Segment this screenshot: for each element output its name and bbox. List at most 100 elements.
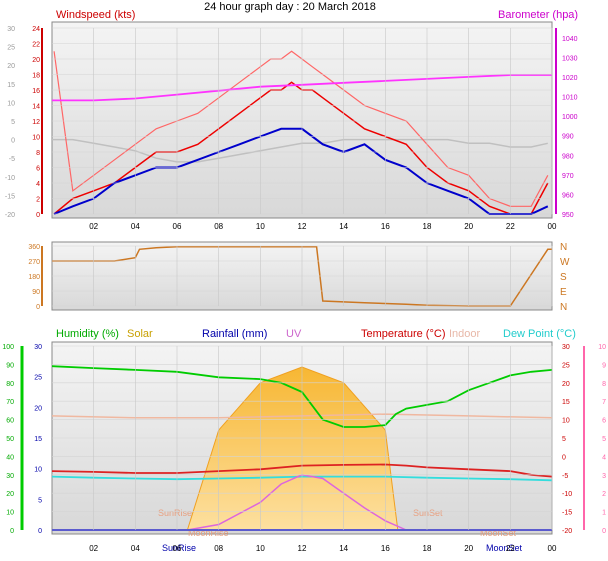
y-tick-label-temp: 10 bbox=[562, 418, 570, 425]
y-tick-label-kts: 6 bbox=[36, 166, 40, 173]
uv-legend: UV bbox=[286, 328, 302, 340]
y-tick-label-kts: 22 bbox=[32, 42, 40, 49]
x-tick-label: 14 bbox=[339, 222, 348, 231]
moonset-axis-label: MoonSet bbox=[486, 543, 523, 553]
y-tick-label-temp: 0 bbox=[11, 138, 15, 145]
y-tick-label-temp: 5 bbox=[11, 119, 15, 126]
y-tick-label-rain: 30 bbox=[34, 344, 42, 351]
y-tick-label-baro: 980 bbox=[562, 153, 574, 160]
y-tick-label-direction: 180 bbox=[28, 274, 40, 281]
y-tick-label-temp: -20 bbox=[562, 528, 572, 535]
x-tick-label: 12 bbox=[298, 222, 307, 231]
indoor-legend: Indoor bbox=[449, 328, 481, 340]
x-tick-label: 22 bbox=[506, 222, 515, 231]
y-tick-label-humidity: 10 bbox=[6, 510, 14, 517]
y-tick-label-kts: 8 bbox=[36, 150, 40, 157]
x-tick-label: 16 bbox=[381, 544, 390, 553]
y-tick-label-kts: 12 bbox=[32, 119, 40, 126]
y-tick-label-humidity: 90 bbox=[6, 362, 14, 369]
humidity-legend: Humidity (%) bbox=[56, 328, 119, 340]
y-tick-label-temp: -10 bbox=[5, 175, 15, 182]
y-tick-label-humidity: 80 bbox=[6, 381, 14, 388]
windspeed-legend: Windspeed (kts) bbox=[56, 9, 135, 21]
y-tick-label-humidity: 70 bbox=[6, 399, 14, 406]
dewpoint-legend: Dew Point (°C) bbox=[503, 328, 576, 340]
y-tick-label-direction: 0 bbox=[36, 304, 40, 311]
y-tick-label-baro: 960 bbox=[562, 192, 574, 199]
y-tick-label-uv: 7 bbox=[602, 399, 606, 406]
chart-title: 24 hour graph day : 20 March 2018 bbox=[204, 1, 376, 13]
y-tick-label-baro: 1020 bbox=[562, 75, 578, 82]
y-tick-label-kts: 4 bbox=[36, 181, 40, 188]
y-tick-label-temp: -5 bbox=[562, 473, 568, 480]
y-tick-label-temp: 5 bbox=[562, 436, 566, 443]
humidity-line bbox=[51, 365, 553, 428]
x-tick-label: 10 bbox=[256, 222, 265, 231]
y-tick-label-humidity: 20 bbox=[6, 491, 14, 498]
y-tick-label-kts: 16 bbox=[32, 88, 40, 95]
y-tick-label-uv: 4 bbox=[602, 454, 606, 461]
sunset-label: SunSet bbox=[413, 508, 443, 518]
y-tick-label-temp: 25 bbox=[7, 45, 15, 52]
moonset-label: MoonSet bbox=[480, 528, 517, 538]
y-tick-label-direction: 360 bbox=[28, 244, 40, 251]
x-tick-label: 12 bbox=[298, 544, 307, 553]
y-tick-label-baro: 1030 bbox=[562, 55, 578, 62]
y-tick-label-uv: 5 bbox=[602, 436, 606, 443]
moonrise-label: MoonRise bbox=[188, 528, 229, 538]
barometer-legend: Barometer (hpa) bbox=[498, 9, 578, 21]
y-tick-label-kts: 20 bbox=[32, 57, 40, 64]
y-tick-label-uv: 10 bbox=[598, 344, 606, 351]
x-tick-label: 02 bbox=[89, 222, 98, 231]
y-tick-label-uv: 9 bbox=[602, 362, 606, 369]
x-tick-label: 06 bbox=[173, 544, 182, 553]
x-tick-label: 00 bbox=[548, 222, 557, 231]
y-tick-label-humidity: 50 bbox=[6, 436, 14, 443]
direction-letter-label: N bbox=[560, 302, 567, 313]
uv-line bbox=[187, 474, 407, 531]
y-tick-label-kts: 14 bbox=[32, 104, 40, 111]
y-tick-label-kts: 2 bbox=[36, 197, 40, 204]
y-tick-label-baro: 1010 bbox=[562, 95, 578, 102]
y-tick-label-rain: 0 bbox=[38, 528, 42, 535]
y-tick-label-humidity: 30 bbox=[6, 473, 14, 480]
y-tick-label-temp: -15 bbox=[5, 193, 15, 200]
y-tick-label-kts: 18 bbox=[32, 73, 40, 80]
x-tick-label: 10 bbox=[256, 544, 265, 553]
x-tick-label: 08 bbox=[214, 544, 223, 553]
y-tick-label-rain: 25 bbox=[34, 375, 42, 382]
x-tick-label: 22 bbox=[506, 544, 515, 553]
y-tick-label-direction: 90 bbox=[32, 289, 40, 296]
y-tick-label-uv: 6 bbox=[602, 418, 606, 425]
x-tick-label: 00 bbox=[548, 544, 557, 553]
sunrise-label: SunRise bbox=[158, 508, 192, 518]
y-tick-label-temp: 20 bbox=[7, 63, 15, 70]
x-tick-label: 18 bbox=[423, 544, 432, 553]
y-tick-label-rain: 10 bbox=[34, 467, 42, 474]
solar-legend: Solar bbox=[127, 328, 153, 340]
x-tick-label: 14 bbox=[339, 544, 348, 553]
x-tick-label: 20 bbox=[464, 222, 473, 231]
y-tick-label-rain: 5 bbox=[38, 497, 42, 504]
x-tick-label: 16 bbox=[381, 222, 390, 231]
y-tick-label-baro: 1000 bbox=[562, 114, 578, 121]
y-tick-label-temp: 30 bbox=[7, 26, 15, 33]
y-tick-label-kts: 10 bbox=[32, 135, 40, 142]
y-tick-label-baro: 970 bbox=[562, 173, 574, 180]
temperature-legend: Temperature (°C) bbox=[361, 328, 445, 340]
y-tick-label-temp: -10 bbox=[562, 491, 572, 498]
x-tick-label: 02 bbox=[89, 544, 98, 553]
x-tick-label: 18 bbox=[423, 222, 432, 231]
direction-letter-label: N bbox=[560, 242, 567, 253]
y-tick-label-uv: 8 bbox=[602, 381, 606, 388]
x-tick-label: 04 bbox=[131, 222, 140, 231]
y-tick-label-uv: 2 bbox=[602, 491, 606, 498]
direction-letter-label: S bbox=[560, 272, 567, 283]
y-tick-label-temp: 15 bbox=[7, 82, 15, 89]
y-tick-label-uv: 3 bbox=[602, 473, 606, 480]
windspeed-line bbox=[53, 81, 549, 215]
y-tick-label-rain: 15 bbox=[34, 436, 42, 443]
direction-letter-label: E bbox=[560, 287, 567, 298]
y-tick-label-baro: 990 bbox=[562, 134, 574, 141]
